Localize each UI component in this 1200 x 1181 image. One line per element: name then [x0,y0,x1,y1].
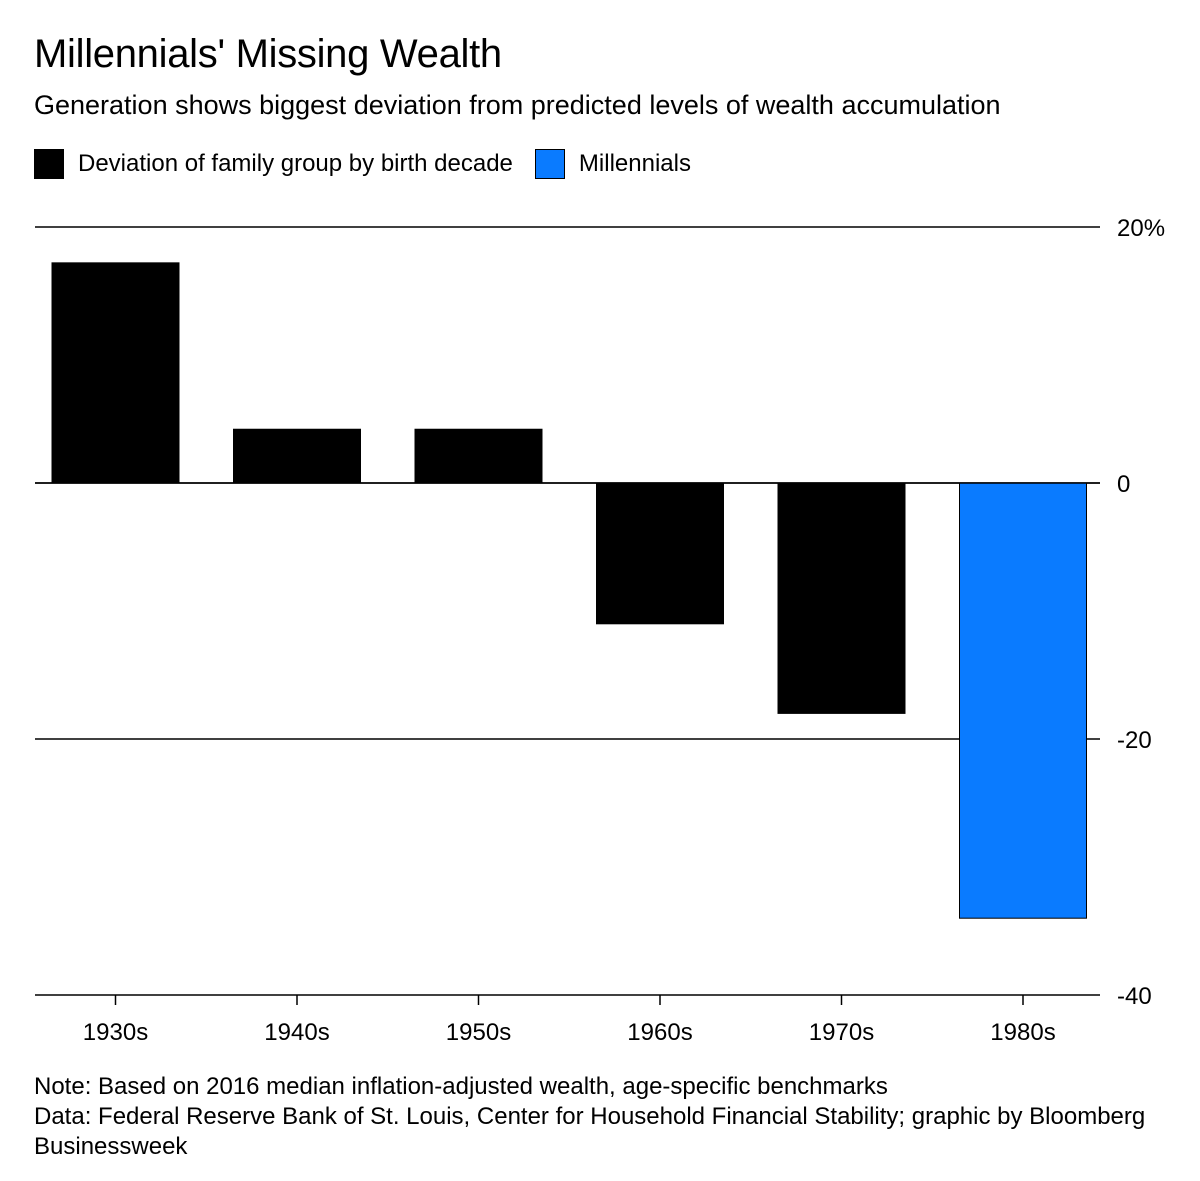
legend-label-family-group: Deviation of family group by birth decad… [78,150,513,177]
x-tick-label: 1940s [264,1019,329,1046]
chart-title: Millennials' Missing Wealth [34,32,502,76]
bar [959,482,1087,919]
legend-item-millennials: Millennials [534,149,691,179]
x-tick-label: 1950s [446,1019,511,1046]
chart-subtitle: Generation shows biggest deviation from … [34,90,1001,120]
y-tick-label: -20 [1117,727,1152,754]
bar [777,482,906,714]
legend-swatch-blue [534,149,565,179]
y-tick-label: 0 [1117,471,1130,498]
bar-chart: 20% 0 -20 -40 1930s 1940s 1950s 1960s 1970s 1980s [35,215,1165,1046]
x-tick-label: 1980s [990,1019,1055,1046]
legend-item-family-group: Deviation of family group by birth decad… [34,149,513,179]
chart-notes: Note: Based on 2016 median inflation-adj… [34,1072,1164,1162]
y-tick-label: -40 [1117,983,1152,1010]
bar [596,482,724,625]
bar [233,428,361,484]
note-text: Note: Based on 2016 median inflation-adj… [34,1073,888,1100]
legend: Deviation of family group by birth decad… [34,147,713,181]
bar [414,428,543,484]
source-text: Data: Federal Reserve Bank of St. Louis,… [34,1103,1146,1160]
x-tick-label: 1960s [627,1019,692,1046]
y-tick-label: 20% [1117,215,1165,242]
legend-swatch-black [34,149,64,179]
bar [51,262,180,484]
x-tick-label: 1930s [83,1019,148,1046]
legend-label-millennials: Millennials [578,150,691,177]
x-tick-label: 1970s [809,1019,874,1046]
